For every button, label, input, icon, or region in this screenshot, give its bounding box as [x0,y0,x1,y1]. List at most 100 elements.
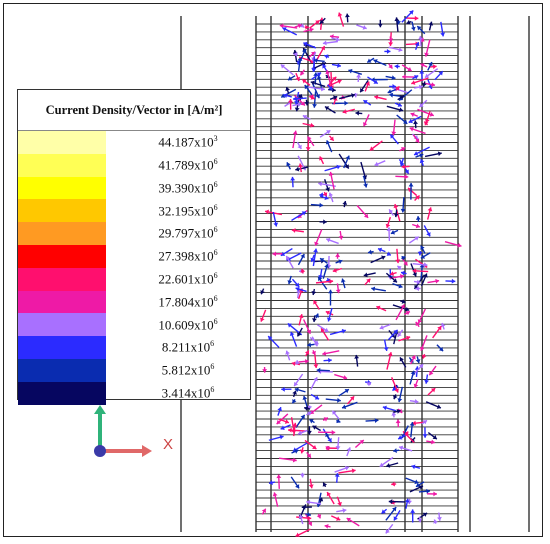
vector-arrowhead [273,222,279,227]
vector-arrowhead [393,516,398,521]
vector-arrowhead [432,435,437,440]
vector-arrowhead [294,107,300,112]
vector-arrowhead [338,259,343,264]
legend-value: 32.195x106 [158,202,218,218]
vector-arrowhead [328,289,333,294]
vector-arrowhead [272,251,277,257]
vector-arrowhead [314,395,320,400]
vector-arrowhead [300,268,306,273]
vector-arrowhead [322,351,327,356]
vector-arrowhead [321,61,327,67]
vector-arrowhead [277,407,283,412]
vector-arrowhead [328,171,334,176]
vector-arrowhead [300,101,305,106]
legend-row: 10.609x106 [18,313,250,337]
legend-swatch [18,176,106,200]
vector-arrowhead [397,398,403,403]
vector-arrowhead [319,192,324,198]
vector-arrowhead [313,364,319,368]
vector-arrowhead [393,213,399,218]
legend-row: 27.398x106 [18,244,250,268]
vector-arrowhead [424,118,430,123]
vector-arrowhead [386,463,391,468]
vector-arrowhead [387,352,393,357]
vector-arrowhead [300,414,305,420]
vector-arrowhead [318,181,323,187]
vector-arrowhead [310,257,316,262]
vector-arrowhead [348,68,353,74]
vector-arrowhead [415,223,420,229]
vector-arrowhead [392,507,397,512]
vector-arrowhead [294,360,300,364]
vector-arrowhead [402,74,406,80]
vector-arrowhead [289,331,295,337]
vector-arrowhead [276,474,282,479]
vector-arrowhead [304,84,309,90]
vector-arrowhead [340,278,346,283]
vector-arrowhead [415,359,421,364]
vector-arrowhead [325,140,331,145]
vector-arrowhead [401,164,406,170]
vector-arrowhead [287,76,293,81]
vector-arrowhead [342,201,348,205]
vector-arrowhead [393,329,398,335]
vector-arrowhead [376,305,381,311]
legend-swatch [18,153,106,177]
vector-arrowhead [301,211,306,216]
y-axis-arrowhead [94,405,106,414]
vector-arrowhead [403,261,408,266]
vector-arrowhead [374,161,379,167]
vector-arrowhead [412,272,417,277]
vector-arrowhead [390,134,395,139]
vector-arrowhead [325,70,331,75]
vector-arrowhead [387,89,392,94]
vector-arrowhead [305,147,311,151]
vector-arrowhead [430,388,436,393]
vector-arrowhead [419,70,425,74]
vector-arrowhead [279,23,284,29]
vector-arrowhead [297,23,302,29]
vector-arrowhead [314,313,320,318]
vector-arrowhead [331,87,336,93]
vector-arrowhead [328,85,333,90]
legend-row: 29.797x106 [18,222,250,245]
legend-row: 3.414x106 [18,381,250,405]
vector-arrowhead [411,464,416,470]
vector-arrowhead [363,213,369,218]
vector-arrowhead [323,219,327,225]
vector-arrowhead [415,286,420,291]
vector-arrowhead [337,501,342,506]
vector-arrowhead [292,390,297,395]
vector-arrowhead [374,418,379,423]
legend-value: 27.398x106 [158,248,218,264]
vector-arrowhead [366,278,371,283]
vector-arrowhead [280,425,285,430]
vector-arrowhead [437,326,442,331]
vector-arrowhead [324,54,329,59]
vector-arrowhead [440,32,446,37]
vector-arrowhead [303,41,308,47]
vector-arrowhead [419,263,425,268]
vector-arrowhead [328,192,334,197]
vector-arrowhead [415,138,420,143]
vector-arrowhead [321,86,325,92]
vector-arrowhead [320,258,325,263]
vector-arrowhead [426,488,431,494]
vector-arrowhead [385,529,390,534]
legend-value: 5.812x106 [161,362,215,378]
vector-arrowhead [427,207,433,212]
vector-arrowhead [396,409,401,414]
vector-arrowhead [302,79,307,84]
vector-arrowhead [363,183,368,188]
vector-arrowhead [417,319,423,324]
vector-arrowhead [404,498,410,503]
vector-arrowhead [362,25,367,30]
vector-arrowhead [391,481,395,487]
vector-arrowhead [302,395,308,401]
vector-arrowhead [319,202,324,208]
vector-arrowhead [306,329,312,334]
vector-arrowhead [381,509,386,514]
vector-arrowhead [426,232,431,237]
vector-arrowhead [298,94,304,99]
vector-arrowhead [261,508,267,513]
